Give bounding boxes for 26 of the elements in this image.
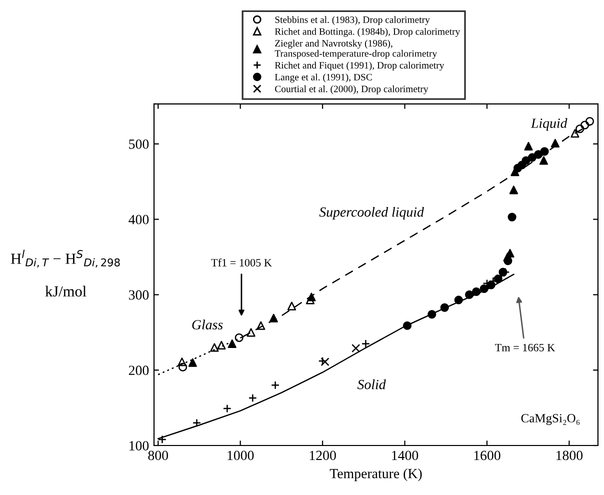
legend-label: Richet and Bottinga. (1984b), Drop calorimetry bbox=[274, 28, 460, 37]
annotation: Liquid bbox=[530, 118, 568, 131]
x-tick-label: 1600 bbox=[474, 450, 500, 460]
legend-label: Stebbins et al. (1983), Drop calorimetry bbox=[275, 16, 430, 25]
y-tick-label: 400 bbox=[128, 214, 149, 224]
x-tick-label: 1400 bbox=[392, 450, 418, 460]
x-tick-label: 1800 bbox=[556, 450, 583, 460]
legend-label: Courtial et al. (2000), Drop calorimetry bbox=[275, 85, 428, 94]
x-tick-label: 1200 bbox=[310, 450, 336, 460]
x-axis-title: Temperature (K) bbox=[330, 468, 422, 482]
annotation: Solid bbox=[357, 379, 386, 390]
y-tick-label: 100 bbox=[130, 441, 149, 450]
annotation: CaMgSi₂O₆ bbox=[521, 414, 580, 426]
legend-label: Ziegler and Navrotsky (1986), Transposed-temperature-drop calorimetry bbox=[274, 40, 438, 59]
annotation: Supercooled liquid bbox=[319, 206, 424, 220]
y-tick-label: 300 bbox=[128, 290, 149, 300]
annotation: Tm = 1665 K bbox=[495, 344, 556, 352]
y-tick-label: 500 bbox=[129, 139, 149, 149]
legend-label: Richet and Fiquet (1991), Drop calorimetry bbox=[274, 62, 444, 71]
x-tick-label: 800 bbox=[148, 450, 168, 460]
text: H$^{l}$$_{Di,T}$ − H$^{S}$$_{Di,298}$ kJ/mol bbox=[10, 250, 120, 297]
x-tick-label: 1000 bbox=[228, 450, 254, 460]
y-tick-label: 200 bbox=[128, 366, 149, 376]
legend-label: Lange et al. (1991), DSC bbox=[274, 74, 372, 82]
annotation: Glass bbox=[192, 320, 223, 330]
annotation: Tf1 = 1005 K bbox=[211, 258, 272, 266]
